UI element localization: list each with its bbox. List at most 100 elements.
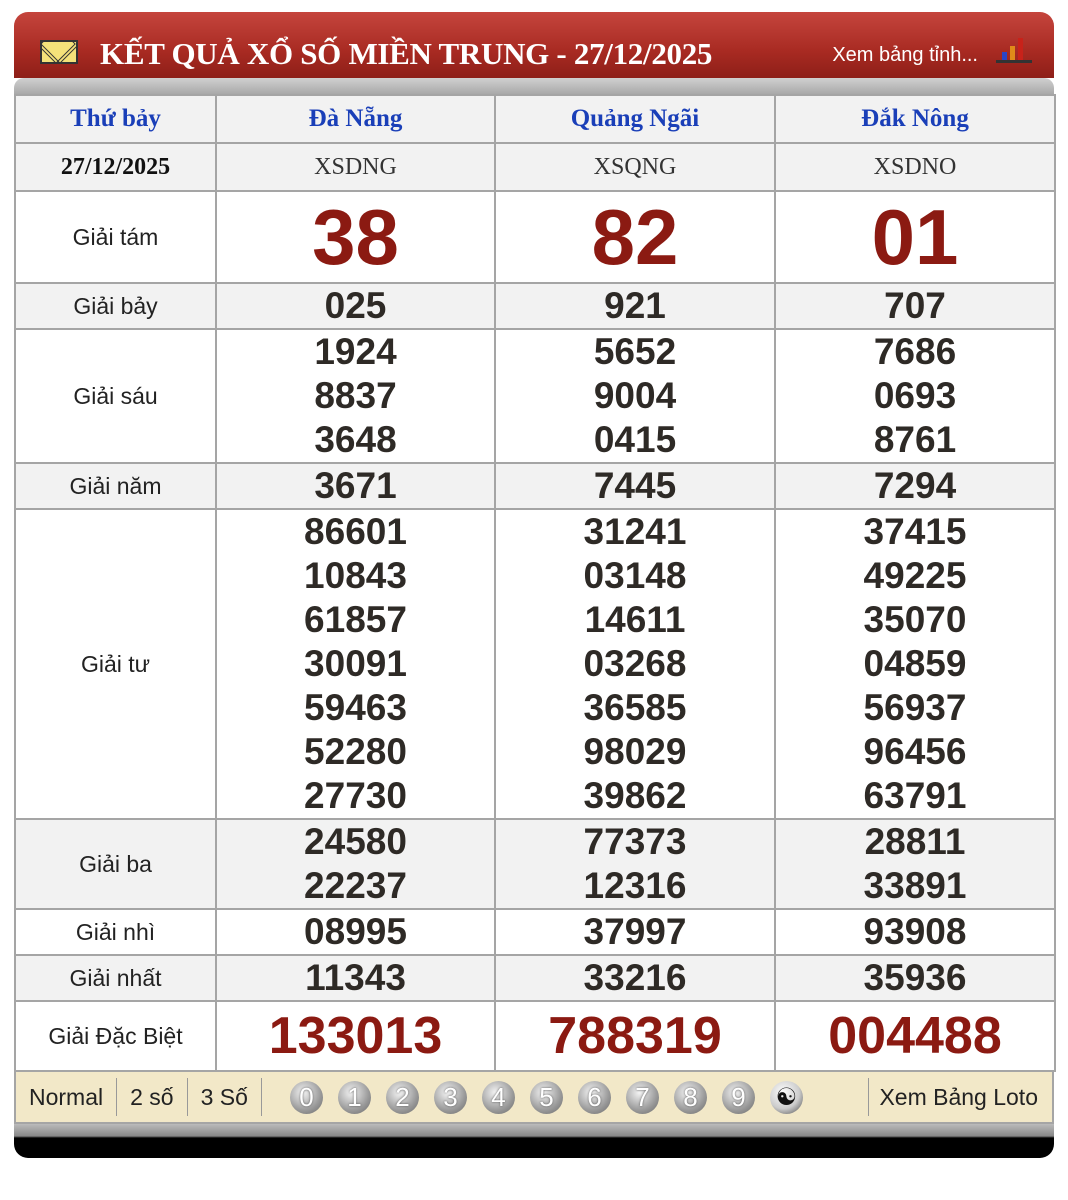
prize-cell: 01 — [774, 190, 1056, 284]
prize-label: Giải sáu — [14, 328, 217, 464]
digit-ball-button[interactable]: 6 — [577, 1080, 611, 1114]
prize-number: 82 — [591, 193, 679, 281]
prize-label: Giải năm — [14, 462, 217, 510]
province-code: XSDNG — [215, 142, 496, 192]
prize-number: 61857 — [304, 599, 407, 640]
prize-label: Giải nhì — [14, 908, 217, 956]
digit-filter: 0 1 2 3 4 5 6 7 8 9 ☯ — [262, 1080, 869, 1114]
tab-2-digits[interactable]: 2 số — [117, 1078, 188, 1116]
prize-number: 59463 — [304, 687, 407, 728]
prize-cell: 3671 — [215, 462, 496, 510]
prize-number: 86601 — [304, 511, 407, 552]
view-provinces-link[interactable]: Xem bảng tỉnh... — [832, 44, 978, 66]
province-link[interactable]: Đà Nẵng — [215, 94, 496, 144]
digit-ball-button[interactable]: 3 — [433, 1080, 467, 1114]
bar-chart-icon[interactable] — [996, 36, 1032, 63]
prize-row: Giải nhất 11343 33216 35936 — [14, 954, 1056, 1002]
prize-cell: 707 — [774, 282, 1056, 330]
prize-number: 0415 — [593, 419, 677, 460]
digit-ball-button[interactable]: 2 — [385, 1080, 419, 1114]
prize-number: 004488 — [828, 1007, 1002, 1065]
page-title: KẾT QUẢ XỔ SỐ MIỀN TRUNG - 27/12/2025 — [100, 36, 713, 71]
prize-row: Giải Đặc Biệt 133013 788319 004488 — [14, 1000, 1056, 1072]
prize-cell: 08995 — [215, 908, 496, 956]
prize-number: 8837 — [314, 375, 397, 416]
digit-ball-button[interactable]: 4 — [481, 1080, 515, 1114]
panel-header: KẾT QUẢ XỔ SỐ MIỀN TRUNG - 27/12/2025 Xe… — [14, 12, 1054, 78]
prize-number: 98029 — [583, 731, 687, 772]
prize-number: 025 — [324, 285, 387, 326]
province-code: XSQNG — [494, 142, 776, 192]
tab-3-digits[interactable]: 3 Số — [188, 1078, 262, 1116]
prize-cell: 86601 10843 61857 30091 59463 52280 27730 — [215, 508, 496, 820]
prize-number: 37997 — [583, 911, 687, 952]
digit-ball-button[interactable]: 1 — [337, 1080, 371, 1114]
prize-cell: 025 — [215, 282, 496, 330]
prize-number: 35936 — [863, 957, 967, 998]
prize-cell: 133013 — [215, 1000, 496, 1072]
prize-number: 49225 — [863, 555, 967, 596]
prize-cell: 31241 03148 14611 03268 36585 98029 39862 — [494, 508, 776, 820]
prize-number: 38 — [312, 193, 399, 281]
digit-ball-button[interactable]: 7 — [625, 1080, 659, 1114]
prize-number: 7294 — [873, 465, 957, 506]
prize-row: Giải năm 3671 7445 7294 — [14, 462, 1056, 510]
prize-cell: 37997 — [494, 908, 776, 956]
prize-number: 01 — [871, 193, 959, 281]
prize-number: 35070 — [863, 599, 967, 640]
province-link[interactable]: Đắk Nông — [774, 94, 1056, 144]
yin-yang-icon[interactable]: ☯ — [769, 1080, 803, 1114]
province-header-row: Thứ bảy Đà Nẵng Quảng Ngãi Đắk Nông — [14, 94, 1056, 144]
prize-number: 36585 — [583, 687, 687, 728]
prize-number: 56937 — [863, 687, 967, 728]
prize-number: 707 — [884, 285, 946, 326]
prize-cell: 28811 33891 — [774, 818, 1056, 910]
draw-date: 27/12/2025 — [14, 142, 217, 192]
prize-number: 5652 — [593, 331, 677, 372]
prize-number: 77373 — [583, 821, 687, 862]
prize-number: 04859 — [863, 643, 967, 684]
prize-number: 24580 — [304, 821, 407, 862]
prize-cell: 77373 12316 — [494, 818, 776, 910]
prize-number: 3671 — [314, 465, 397, 506]
prize-label: Giải ba — [14, 818, 217, 910]
prize-number: 33216 — [583, 957, 687, 998]
digit-ball-button[interactable]: 8 — [673, 1080, 707, 1114]
prize-label: Giải bảy — [14, 282, 217, 330]
prize-number: 52280 — [304, 731, 407, 772]
prize-number: 7445 — [593, 465, 677, 506]
prize-cell: 1924 8837 3648 — [215, 328, 496, 464]
prize-number: 96456 — [863, 731, 967, 772]
prize-cell: 11343 — [215, 954, 496, 1002]
view-loto-link[interactable]: Xem Bảng Loto — [868, 1078, 1052, 1116]
prize-cell: 33216 — [494, 954, 776, 1002]
prize-row: Giải tám 38 82 01 — [14, 190, 1056, 284]
province-code: XSDNO — [774, 142, 1056, 192]
province-link[interactable]: Quảng Ngãi — [494, 94, 776, 144]
date-row: 27/12/2025 XSDNG XSQNG XSDNO — [14, 142, 1056, 192]
prize-cell: 7445 — [494, 462, 776, 510]
prize-number: 39862 — [583, 775, 687, 816]
prize-number: 03268 — [583, 643, 687, 684]
tab-normal[interactable]: Normal — [16, 1078, 118, 1116]
prize-number: 8761 — [873, 419, 957, 460]
prize-number: 3648 — [314, 419, 397, 460]
digit-ball-button[interactable]: 5 — [529, 1080, 563, 1114]
prize-number: 03148 — [583, 555, 687, 596]
prize-cell: 93908 — [774, 908, 1056, 956]
prize-number: 921 — [604, 285, 666, 326]
prize-number: 28811 — [864, 821, 966, 862]
prize-number: 30091 — [304, 643, 407, 684]
prize-label: Giải Đặc Biệt — [14, 1000, 217, 1072]
prize-row: Giải tư 86601 10843 61857 30091 59463 52280 277… — [14, 508, 1056, 820]
prize-number: 63791 — [863, 775, 967, 816]
prize-row: Giải sáu 1924 8837 3648 5652 9004 0415 7686 0693… — [14, 328, 1056, 464]
results-table: Thứ bảy Đà Nẵng Quảng Ngãi Đắk Nông 27/1… — [14, 94, 1056, 1072]
prize-number: 1924 — [314, 331, 397, 372]
digit-ball-button[interactable]: 9 — [721, 1080, 755, 1114]
prize-row: Giải bảy 025 921 707 — [14, 282, 1056, 330]
prize-number: 14611 — [584, 599, 686, 640]
digit-ball-button[interactable]: 0 — [289, 1080, 323, 1114]
prize-cell: 82 — [494, 190, 776, 284]
panel-base — [14, 1124, 1054, 1158]
